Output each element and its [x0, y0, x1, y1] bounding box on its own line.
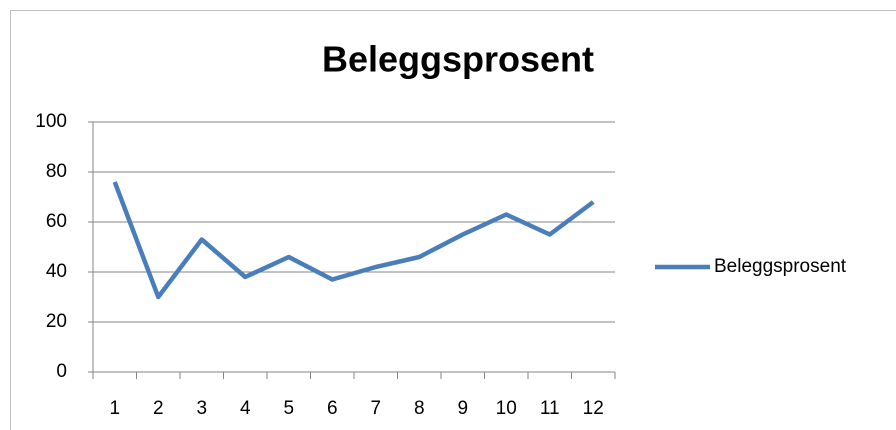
y-tick-label: 20	[46, 311, 67, 332]
x-tick-label: 7	[370, 398, 381, 419]
x-tick-label: 6	[327, 398, 338, 419]
x-tick-label: 10	[496, 398, 517, 419]
data-line	[112, 181, 595, 300]
x-tick-label: 8	[414, 398, 425, 419]
chart-frame	[10, 10, 896, 430]
x-tick-label: 3	[196, 398, 207, 419]
y-tick-label: 40	[46, 261, 67, 282]
y-tick-label: 100	[35, 111, 67, 132]
x-tick-label: 2	[153, 398, 164, 419]
x-tick-label: 1	[109, 398, 120, 419]
y-tick-label: 60	[46, 211, 67, 232]
x-tick-label: 9	[457, 398, 468, 419]
x-tick-label: 12	[583, 398, 604, 419]
x-tick-label: 11	[540, 398, 560, 419]
x-tick-label: 5	[283, 398, 294, 419]
legend-label: Beleggsprosent	[714, 256, 847, 277]
x-tick-label: 4	[240, 398, 251, 419]
chart-title: Beleggsprosent	[322, 39, 594, 80]
y-tick-label: 0	[56, 361, 67, 382]
y-tick-label: 80	[46, 161, 67, 182]
